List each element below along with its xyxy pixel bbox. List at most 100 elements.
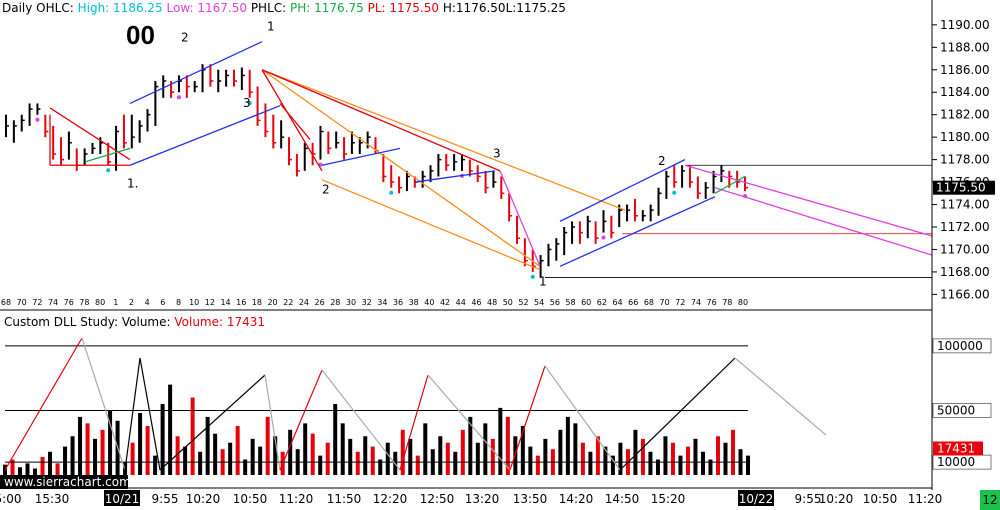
volume-bar (273, 436, 278, 475)
volume-bar (678, 455, 683, 475)
wave-label: 1 (267, 19, 275, 33)
bar-number-label: 70 (17, 298, 27, 307)
volume-bar (543, 438, 548, 475)
time-label: 9:55 (152, 492, 179, 506)
time-label: 11:50 (327, 492, 362, 506)
header-h-text: H:1176.50 (442, 1, 506, 15)
time-label: 11:20 (279, 492, 314, 506)
bar-number-label: 72 (675, 298, 685, 307)
bar-number-label: 70 (660, 298, 670, 307)
bar-number-label: 1 (113, 298, 118, 307)
volume-bar (408, 438, 413, 475)
volume-bar (355, 451, 360, 475)
bar-number-label: 40 (424, 298, 434, 307)
volume-zigzag (139, 357, 161, 471)
volume-bar (25, 463, 30, 475)
volume-bar (573, 423, 578, 475)
volume-bar (85, 423, 90, 475)
time-label: 10:50 (863, 492, 898, 506)
volume-value: Volume: 17431 (174, 315, 266, 329)
bar-number-label: 62 (597, 298, 607, 307)
bar-number-label: 80 (95, 298, 105, 307)
trend-line (49, 107, 131, 161)
header-ph-value: 1176.75 (314, 1, 364, 15)
volume-bar (483, 423, 488, 475)
volume-bar (265, 416, 270, 475)
wave-label: 1. (127, 177, 138, 191)
trend-line (321, 179, 541, 271)
bar-number-label: 58 (565, 298, 575, 307)
volume-bar (460, 429, 465, 475)
volume-bar (475, 442, 480, 475)
volume-bar (648, 451, 653, 475)
volume-bar (663, 436, 668, 475)
time-label: 11:20 (908, 492, 943, 506)
trend-line (321, 147, 401, 166)
bar-number-label: 8 (176, 298, 181, 307)
bar-number-label: 72 (32, 298, 42, 307)
trend-line (261, 69, 323, 172)
volume-bar (708, 459, 713, 475)
volume-bar (303, 423, 308, 475)
volume-tick-label: 100000 (937, 339, 983, 353)
volume-tick-box (932, 338, 992, 354)
volume-bar (588, 451, 593, 475)
pivot-dot (389, 190, 394, 195)
pivot-dot (176, 95, 181, 100)
bar-number-label: 68 (1, 298, 11, 307)
volume-bar (363, 436, 368, 475)
volume-bar (618, 442, 623, 475)
bar-number-label: 2 (129, 298, 134, 307)
volume-bar (205, 416, 210, 475)
volume-bar (378, 459, 383, 475)
volume-bar (108, 410, 113, 475)
header-title: Daily OHLC: (2, 1, 74, 15)
volume-bar (333, 404, 338, 475)
bar-number-label: 56 (550, 298, 560, 307)
bar-number-label: 68 (644, 298, 654, 307)
volume-bar (63, 446, 68, 475)
wave-overlay: 2 1 3 2 3 2 1 1. (49, 19, 933, 288)
volume-bar (258, 446, 263, 475)
volume-bar (468, 416, 473, 475)
chart-header: Daily OHLC: High: 1186.25 Low: 1167.50 P… (2, 1, 566, 15)
time-label: 10:50 (233, 492, 268, 506)
wave-label: 2 (322, 182, 330, 196)
bar-number-label: 12 (205, 298, 215, 307)
bar-number-label: 48 (487, 298, 497, 307)
volume-bar (610, 455, 615, 475)
volume-bar (453, 451, 458, 475)
bar-number-label: 18 (252, 298, 262, 307)
current-volume-label: 17431 (937, 441, 975, 455)
volume-bar (498, 407, 503, 475)
volume-bar (138, 413, 143, 475)
volume-bar (340, 423, 345, 475)
bar-number-label: 74 (691, 298, 701, 307)
volume-zigzag (427, 374, 511, 471)
volume-bar (640, 438, 645, 475)
trend-line (261, 69, 541, 267)
volume-zigzag (124, 357, 141, 471)
volume-bar (400, 429, 405, 475)
bar-number-label: 20 (267, 298, 277, 307)
volume-tick-label: 50000 (937, 403, 975, 417)
bar-number-label: 74 (48, 298, 58, 307)
current-price-label: 1175.50 (936, 181, 986, 195)
price-tick-label: 1190.00 (940, 18, 990, 32)
header-ph-label: PH: (290, 1, 311, 15)
volume-pane-header: Custom DLL Study: Volume: Volume: 17431 (4, 315, 265, 329)
bar-number-label: 22 (283, 298, 293, 307)
wave-label: 1 (539, 274, 547, 288)
volume-bar (370, 446, 375, 475)
volume-study-title: Custom DLL Study: (4, 315, 119, 329)
bar-number-label: 44 (456, 298, 466, 307)
time-label: 14:20 (559, 492, 594, 506)
volume-bar (415, 455, 420, 475)
volume-tick-box (932, 403, 992, 418)
time-label: 15:20 (651, 492, 686, 506)
bar-number-label: 76 (707, 298, 717, 307)
volume-bar (145, 425, 150, 475)
bar-number-label: 14 (220, 298, 230, 307)
